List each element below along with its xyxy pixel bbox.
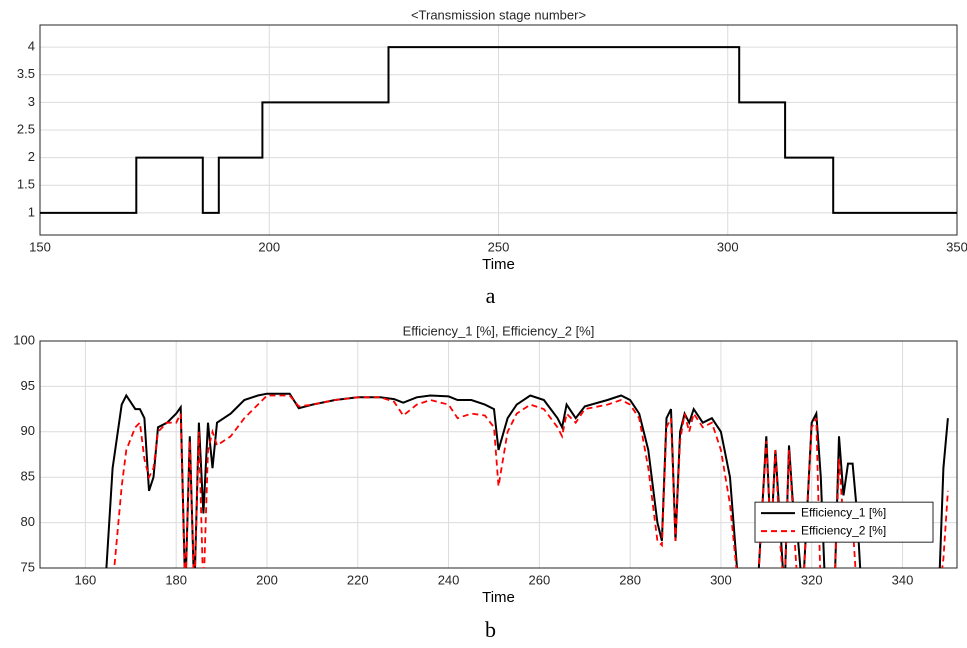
y-tick-label: 1 xyxy=(28,204,35,219)
x-tick-label: 320 xyxy=(801,572,823,587)
x-axis-label: Time xyxy=(482,256,515,273)
y-tick-label: 3.5 xyxy=(17,66,35,81)
x-tick-label: 180 xyxy=(165,572,187,587)
axes-box xyxy=(39,24,958,236)
y-tick-label: 2 xyxy=(28,149,35,164)
data-line xyxy=(40,46,957,214)
legend-box xyxy=(754,501,934,543)
x-tick-label: 240 xyxy=(438,572,460,587)
y-tick-label: 4 xyxy=(28,39,35,54)
chart-title: Efficiency_1 [%], Efficiency_2 [%] xyxy=(403,323,595,338)
chart-title: <Transmission stage number> xyxy=(411,7,586,22)
x-tick-label: 250 xyxy=(488,239,510,254)
y-tick-label: 80 xyxy=(21,514,35,529)
x-axis-label: Time xyxy=(482,589,515,606)
x-tick-label: 300 xyxy=(717,239,739,254)
y-tick-label: 3 xyxy=(28,94,35,109)
y-tick-label: 95 xyxy=(21,378,35,393)
legend-label: Efficiency_2 [%] xyxy=(801,523,886,537)
axes-box xyxy=(39,340,958,569)
x-tick-label: 340 xyxy=(892,572,914,587)
y-tick-label: 1.5 xyxy=(17,177,35,192)
x-tick-label: 260 xyxy=(529,572,551,587)
x-tick-label: 200 xyxy=(256,572,278,587)
x-tick-label: 150 xyxy=(29,239,51,254)
legend-label: Efficiency_1 [%] xyxy=(801,505,886,519)
x-tick-label: 200 xyxy=(258,239,280,254)
y-tick-label: 100 xyxy=(13,332,35,347)
data-line xyxy=(113,394,949,568)
caption: a xyxy=(486,283,496,308)
y-tick-label: 85 xyxy=(21,469,35,484)
caption: b xyxy=(485,617,496,642)
y-tick-label: 90 xyxy=(21,423,35,438)
x-tick-label: 300 xyxy=(710,572,732,587)
x-tick-label: 220 xyxy=(347,572,369,587)
x-tick-label: 160 xyxy=(75,572,97,587)
y-tick-label: 2.5 xyxy=(17,121,35,136)
x-tick-label: 280 xyxy=(619,572,641,587)
x-tick-label: 350 xyxy=(946,239,967,254)
y-tick-label: 75 xyxy=(21,559,35,574)
